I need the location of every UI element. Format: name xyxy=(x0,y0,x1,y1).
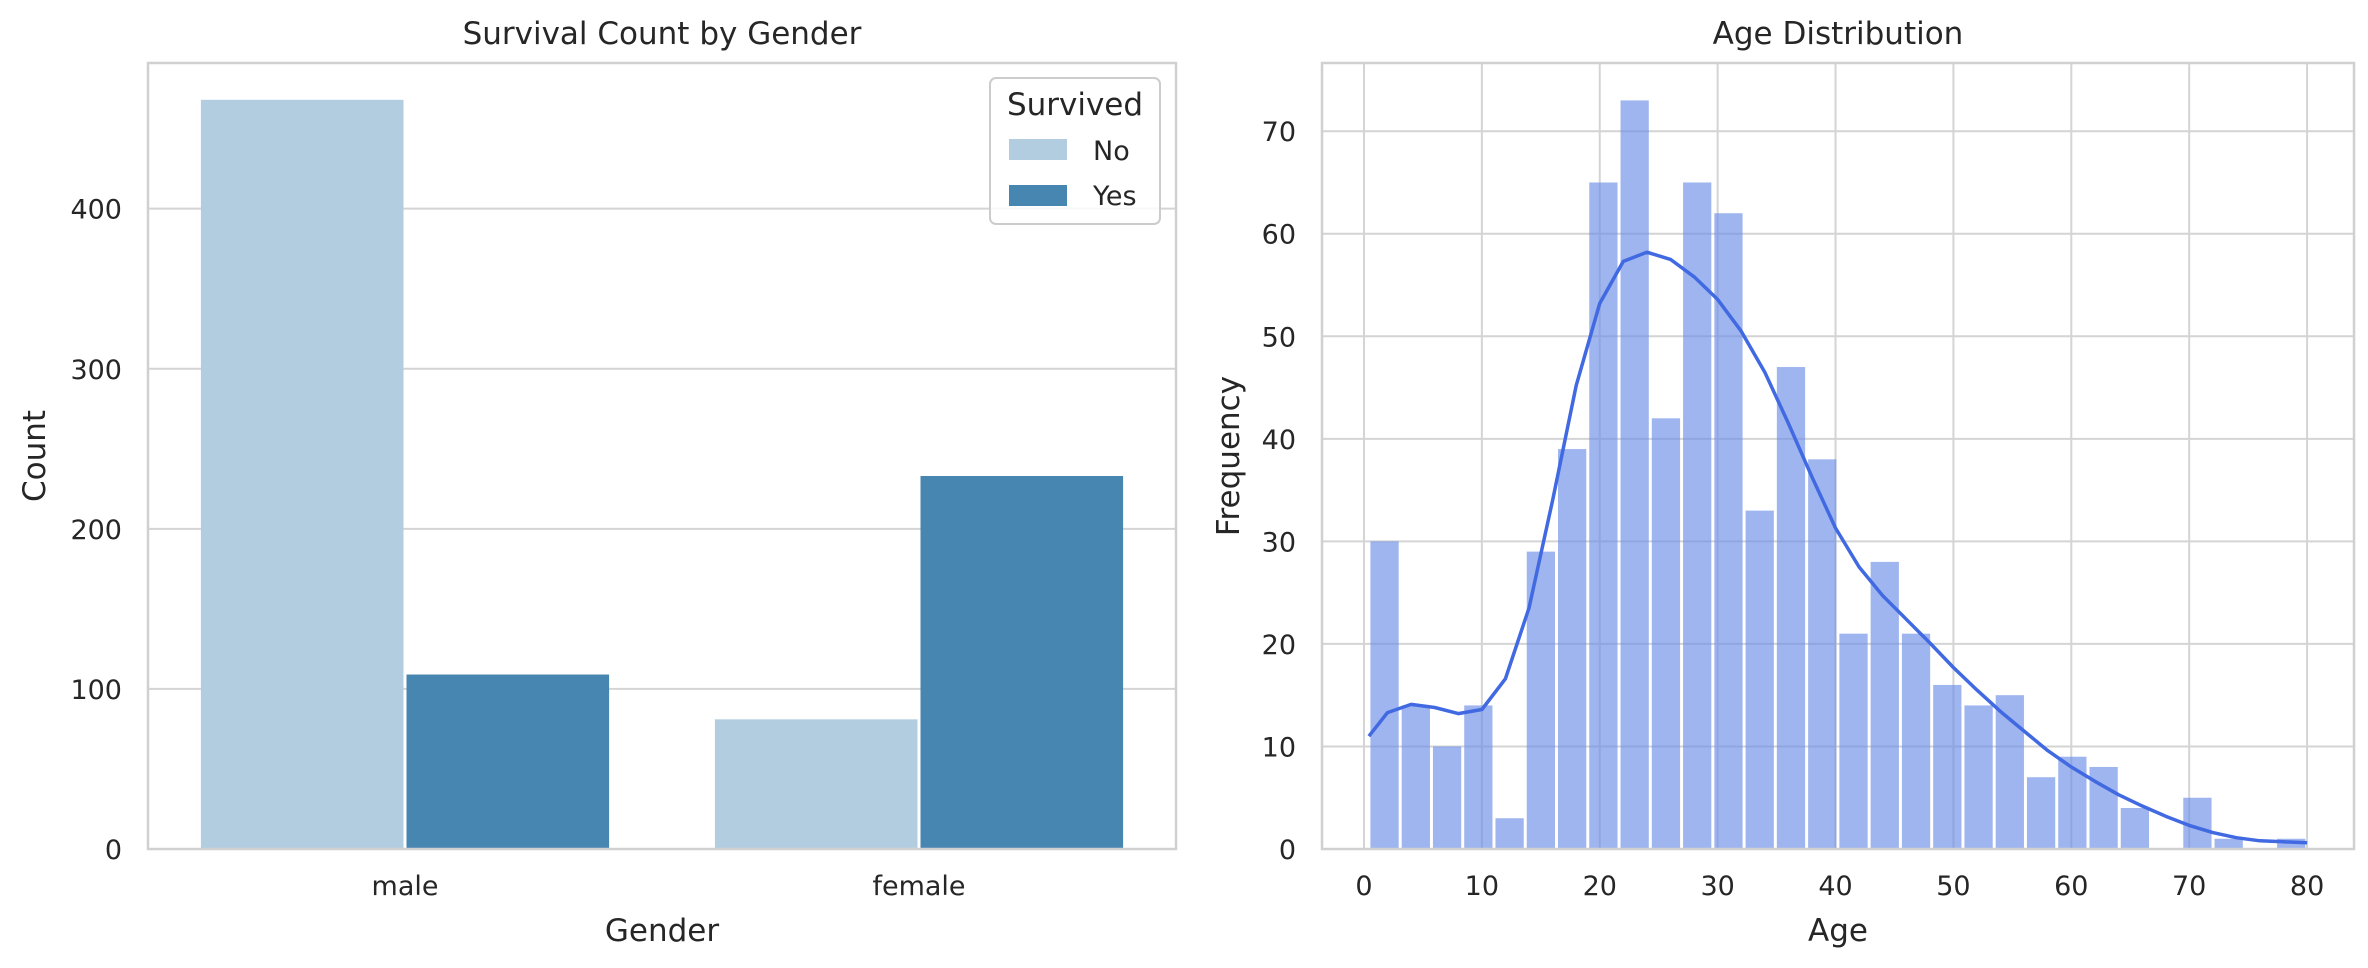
histogram-bar xyxy=(2214,838,2243,849)
x-axis-label: Gender xyxy=(605,913,719,949)
histogram-bar xyxy=(1933,684,1962,849)
kde-line xyxy=(1367,250,2308,845)
legend-label-no: No xyxy=(1093,136,1130,167)
histogram-bar xyxy=(1839,633,1868,849)
legend-title: Survived xyxy=(1007,87,1143,123)
histogram-bar xyxy=(1870,561,1899,849)
y-tick-label: 40 xyxy=(1262,425,1296,456)
x-tick-label: 20 xyxy=(1583,871,1617,902)
histogram-bar xyxy=(1683,182,1712,849)
x-tick-label: 50 xyxy=(1936,871,1970,902)
histogram-bar xyxy=(1432,746,1462,849)
y-tick-label: 400 xyxy=(70,195,122,226)
plot-frame xyxy=(1320,61,2356,851)
y-tick-labels: 0 10 20 30 40 50 60 70 xyxy=(1262,117,1296,866)
histogram-bar xyxy=(2026,777,2056,849)
x-tick-label: 70 xyxy=(2172,871,2206,902)
y-tick-label: 300 xyxy=(70,355,122,386)
chart-title: Survival Count by Gender xyxy=(463,16,862,52)
y-tick-label: 0 xyxy=(105,835,122,866)
y-tick-label: 20 xyxy=(1262,630,1296,661)
histogram-bar xyxy=(1495,818,1524,849)
legend-label-yes: Yes xyxy=(1092,181,1137,212)
histogram-bar xyxy=(1620,100,1649,849)
y-tick-label: 200 xyxy=(70,515,122,546)
histogram-bar xyxy=(1651,418,1681,849)
y-tick-label: 0 xyxy=(1279,835,1296,866)
age-distribution-chart: 0 10 20 30 40 50 60 70 0 10 20 30 40 50 60 70 80 Age Di… xyxy=(1211,16,2356,949)
y-tick-labels: 0 100 200 300 400 xyxy=(70,195,122,866)
y-tick-label: 30 xyxy=(1262,527,1296,558)
x-tick-label: 10 xyxy=(1465,871,1499,902)
bars xyxy=(200,99,1124,850)
y-axis-label: Count xyxy=(17,410,53,502)
y-tick-label: 50 xyxy=(1262,322,1296,353)
y-tick-label: 70 xyxy=(1262,117,1296,148)
x-tick-label: 0 xyxy=(1355,871,1372,902)
chart-title: Age Distribution xyxy=(1713,16,1964,52)
histogram-bar xyxy=(2120,807,2150,849)
y-tick-label: 60 xyxy=(1262,220,1296,251)
histogram-bar xyxy=(1808,459,1837,849)
bar-female-no xyxy=(714,719,918,849)
x-tick-label: 60 xyxy=(2054,871,2088,902)
bar-male-yes xyxy=(406,674,610,849)
legend-swatch-yes xyxy=(1009,185,1067,206)
x-tick-label: 30 xyxy=(1700,871,1734,902)
survival-count-chart: 0 100 200 300 400 male female Survival Count … xyxy=(17,16,1178,949)
histogram-bar xyxy=(1370,541,1399,849)
histogram-bar xyxy=(1776,367,1806,849)
x-axis-label: Age xyxy=(1808,913,1868,949)
histogram-bar xyxy=(1558,449,1587,849)
histogram-bars xyxy=(1370,100,2306,850)
histogram-bar xyxy=(1745,510,1774,849)
x-tick-label: 80 xyxy=(2290,871,2324,902)
x-tick-labels: 0 10 20 30 40 50 60 70 80 xyxy=(1355,871,2324,902)
legend-swatch-no xyxy=(1009,139,1067,160)
x-tick-label: female xyxy=(872,871,965,902)
bar-male-no xyxy=(200,99,404,850)
x-tick-labels: male female xyxy=(372,871,966,902)
legend: Survived No Yes xyxy=(989,77,1161,225)
histogram-bar xyxy=(1714,213,1743,850)
histogram-bar xyxy=(1401,705,1430,849)
histogram-bar xyxy=(1964,705,1993,849)
bar-female-yes xyxy=(920,476,1124,849)
x-tick-label: male xyxy=(372,871,439,902)
histogram-bar xyxy=(1464,705,1493,849)
y-axis-label: Frequency xyxy=(1211,376,1247,536)
plot-frame xyxy=(146,61,1178,851)
y-tick-label: 100 xyxy=(70,675,122,706)
histogram-bar xyxy=(1901,633,1931,849)
histogram-bar xyxy=(2058,756,2087,849)
y-tick-label: 10 xyxy=(1262,732,1296,763)
x-tick-label: 40 xyxy=(1818,871,1852,902)
